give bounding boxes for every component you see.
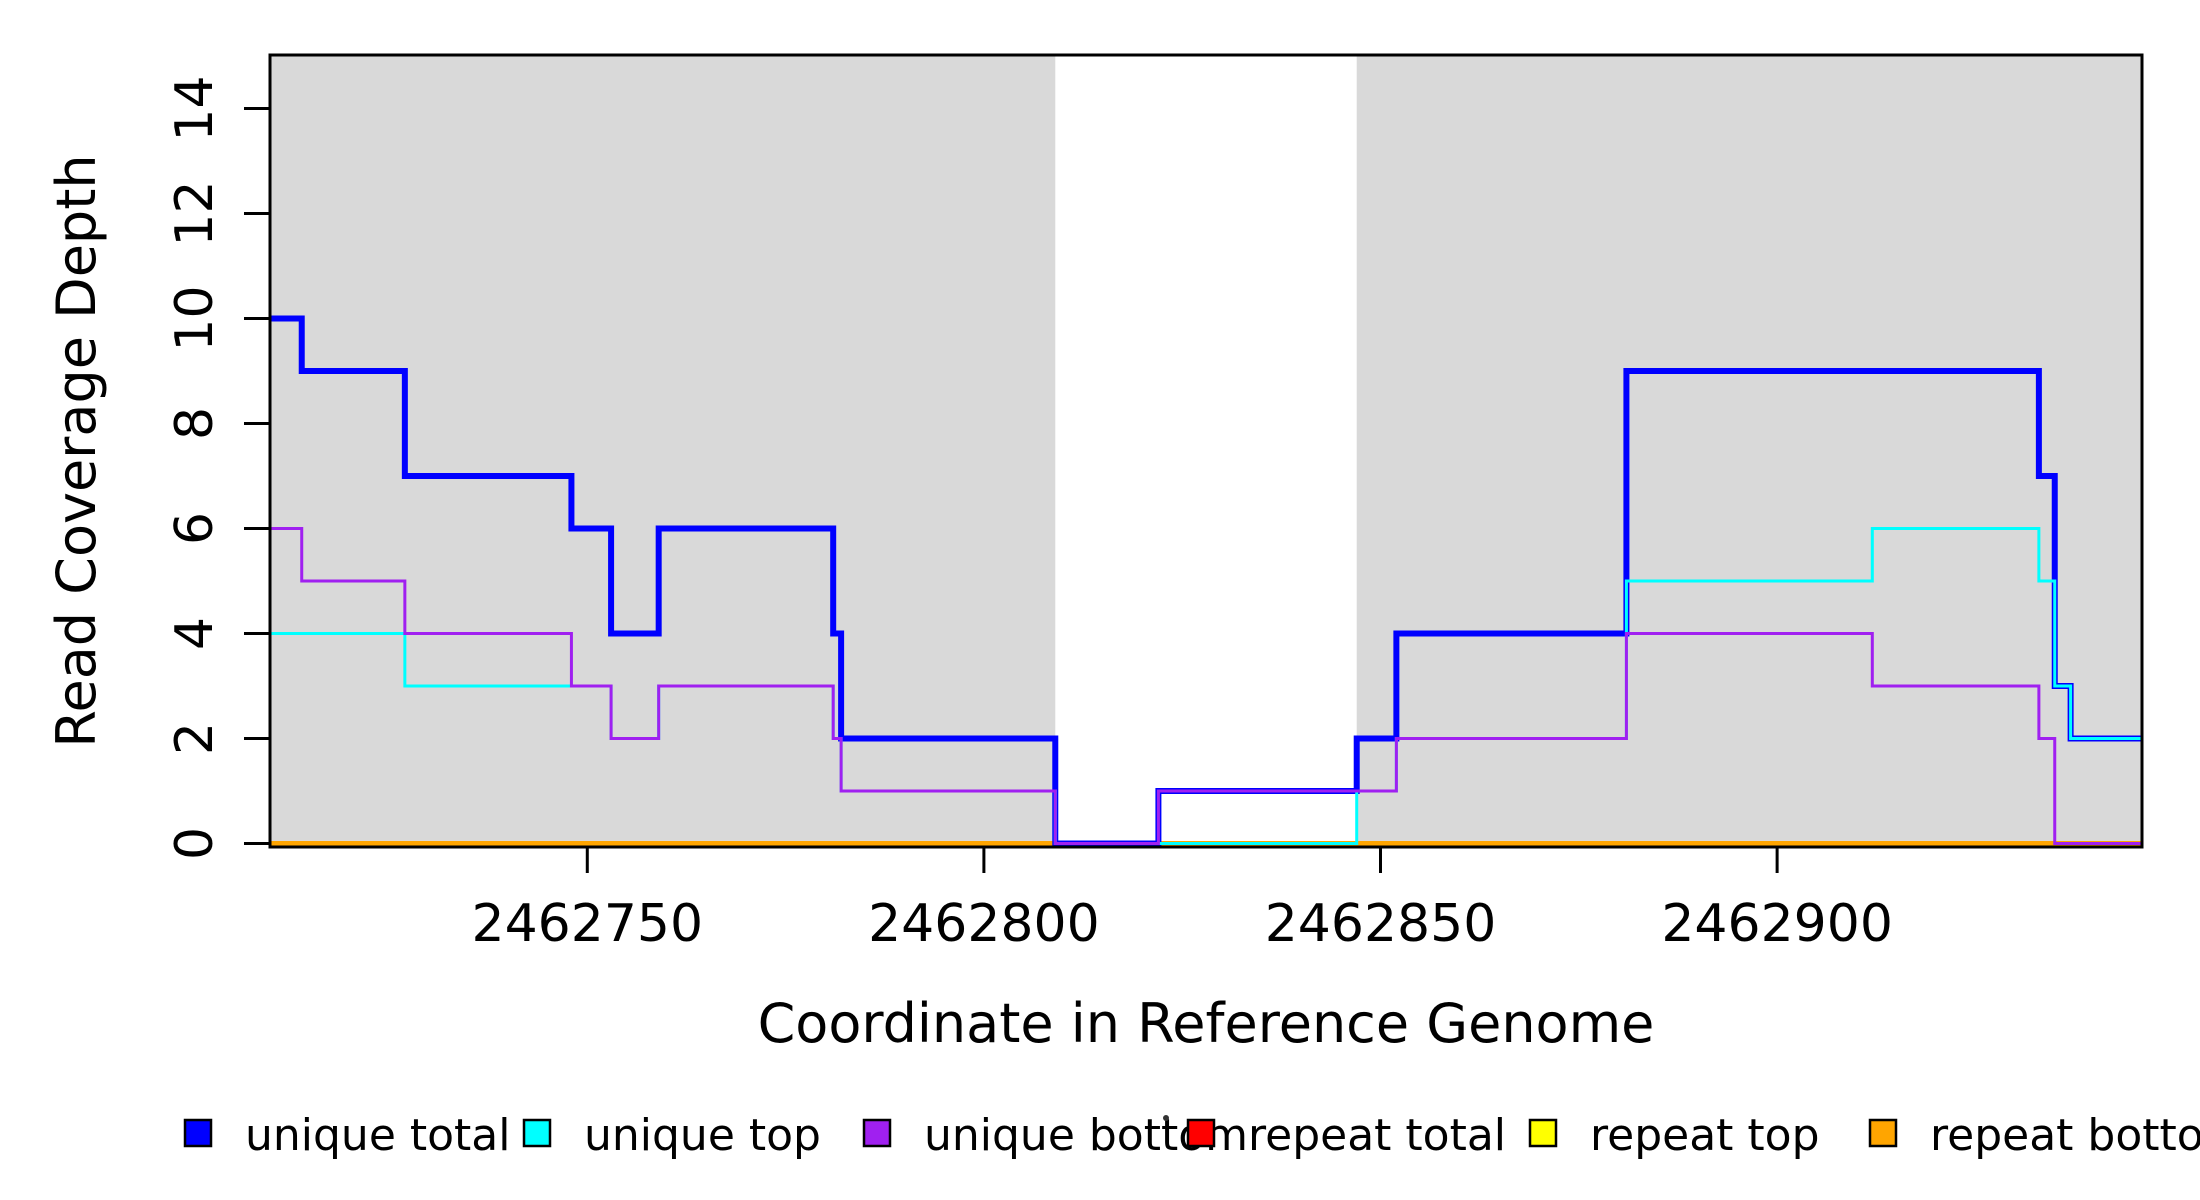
plot-box: [268, 53, 2144, 849]
legend-swatch-unique-total: [183, 1118, 213, 1148]
left-gray-region: [270, 55, 1056, 847]
axes: 2462750 2462800 2462850 2462900 0 2 4 6 8 10 12 14 C…: [45, 75, 1893, 1055]
legend-entry-repeat-bottom: repeat bottom: [1868, 1110, 2200, 1161]
x-axis-tick-label: 2462800: [868, 894, 1100, 954]
legend-entry-unique-top: unique top: [522, 1110, 821, 1161]
highlight-regions: [270, 55, 2142, 847]
x-axis-title: Coordinate in Reference Genome: [758, 992, 1655, 1055]
legend-swatch-repeat-total: [1186, 1118, 1216, 1148]
legend-swatch-unique-bottom: [862, 1118, 892, 1148]
y-axis-tick-label: 8: [165, 407, 225, 440]
legend-label: repeat bottom: [1930, 1110, 2200, 1161]
series-lines: [270, 315, 2142, 847]
y-axis-tick-label: 6: [165, 512, 225, 545]
y-axis-tick-label: 2: [165, 722, 225, 755]
legend-swatch-repeat-top: [1528, 1118, 1558, 1148]
x-axis-tick-label: 2462900: [1661, 894, 1893, 954]
y-axis-tick-label: 0: [165, 827, 225, 860]
right-gray-region: [1356, 55, 2142, 847]
x-axis-tick-label: 2462850: [1265, 894, 1497, 954]
y-axis-tick-label: 12: [165, 180, 225, 246]
legend-swatch-repeat-bottom: [1868, 1118, 1898, 1148]
y-axis-tick-label: 4: [165, 617, 225, 650]
series-line-unique-bottom: [270, 527, 2142, 845]
legend-label: unique top: [584, 1110, 821, 1161]
legend-label: unique total: [245, 1110, 510, 1161]
legend-entry-repeat-top: repeat top: [1528, 1110, 1820, 1161]
legend-swatch-unique-top: [522, 1118, 552, 1148]
y-axis-tick-label: 10: [165, 285, 225, 351]
legend: unique total unique top unique bottom repea…: [183, 1110, 2200, 1161]
stray-dot: [1163, 1115, 1169, 1121]
legend-entry-repeat-total: repeat total: [1186, 1110, 1506, 1161]
y-axis-title: Read Coverage Depth: [45, 154, 108, 747]
legend-label: repeat top: [1590, 1110, 1820, 1161]
legend-label: repeat total: [1248, 1110, 1506, 1161]
x-axis-tick-label: 2462750: [471, 894, 703, 954]
y-axis-tick-label: 14: [165, 75, 225, 141]
legend-entry-unique-total: unique total: [183, 1110, 510, 1161]
